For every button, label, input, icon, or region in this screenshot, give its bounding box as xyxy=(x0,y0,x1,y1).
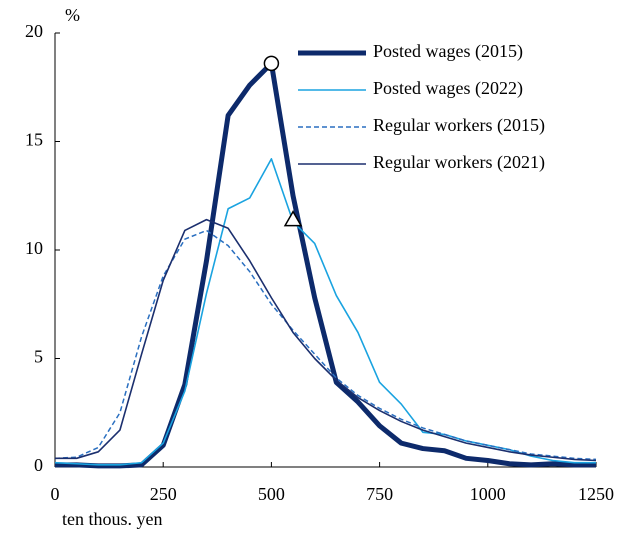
legend-label: Posted wages (2022) xyxy=(373,78,523,99)
y-tick-label: 0 xyxy=(34,455,43,475)
marker-triangle xyxy=(283,210,303,227)
legend-label: Posted wages (2015) xyxy=(373,41,523,62)
legend-label: Regular workers (2015) xyxy=(373,115,545,136)
x-tick-label: 250 xyxy=(150,484,177,504)
x-tick-label: 0 xyxy=(51,484,60,504)
series-line xyxy=(54,229,597,461)
y-tick-label: 5 xyxy=(34,347,43,367)
y-tick-label: 20 xyxy=(25,21,43,41)
marker-circle xyxy=(263,55,280,72)
series-line xyxy=(54,158,596,466)
x-tick-label: 500 xyxy=(258,484,285,504)
x-axis-label: ten thous. yen xyxy=(62,509,163,529)
y-tick-label: 10 xyxy=(25,238,43,258)
x-tick-label: 750 xyxy=(366,484,393,504)
x-tick-label: 1000 xyxy=(470,484,506,504)
y-unit-label: % xyxy=(65,5,80,25)
legend-label: Regular workers (2021) xyxy=(373,152,545,173)
y-tick-label: 15 xyxy=(25,130,43,150)
series-line xyxy=(55,60,596,469)
series-line xyxy=(55,218,597,462)
x-tick-label: 1250 xyxy=(578,484,614,504)
